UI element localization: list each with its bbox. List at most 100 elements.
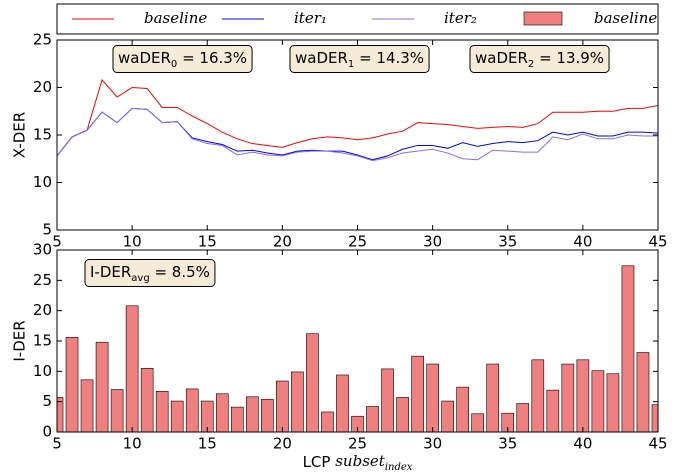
bar bbox=[441, 400, 454, 432]
annotation-rest: = 14.3% bbox=[354, 49, 424, 67]
annotation-rest: = 16.3% bbox=[177, 49, 247, 67]
bar bbox=[155, 391, 169, 432]
x-tick-label: 5 bbox=[52, 233, 62, 251]
annotation: waDER0 = 16.3% bbox=[118, 49, 247, 70]
annotation-bg bbox=[84, 259, 216, 287]
x-tick-label: 45 bbox=[648, 435, 667, 453]
y-tick-label: 10 bbox=[33, 362, 52, 380]
legend-box bbox=[56, 3, 659, 35]
bar bbox=[516, 403, 530, 432]
annotation-sub: 0 bbox=[171, 59, 177, 70]
y-axis-label: X-DER bbox=[11, 112, 29, 158]
bar bbox=[426, 363, 439, 432]
legend-label: baseline bbox=[594, 9, 657, 27]
y-tick-label: 0 bbox=[42, 423, 52, 441]
x-tick-label: 45 bbox=[648, 233, 667, 251]
bar bbox=[246, 396, 259, 432]
bar bbox=[336, 374, 349, 432]
annotation-box: I-DERavg = 8.5% bbox=[84, 259, 216, 287]
bar bbox=[381, 368, 394, 432]
bar bbox=[606, 373, 620, 432]
x-tick-label: 10 bbox=[123, 435, 142, 453]
bar bbox=[621, 265, 635, 432]
y-tick-label: 5 bbox=[42, 392, 52, 410]
x-tick-label: 25 bbox=[348, 435, 367, 453]
bar bbox=[321, 411, 334, 432]
y-tick-label: 30 bbox=[33, 241, 52, 259]
x-tick-label: 10 bbox=[123, 233, 142, 251]
bar bbox=[276, 380, 289, 432]
x-tick-label: 35 bbox=[498, 435, 517, 453]
bar bbox=[471, 413, 485, 432]
annotation-text: waDER bbox=[475, 49, 528, 67]
annotation-sub: 2 bbox=[528, 59, 534, 70]
bar bbox=[366, 406, 379, 432]
bar bbox=[95, 341, 109, 432]
bar bbox=[636, 352, 650, 432]
bar bbox=[185, 388, 199, 432]
x-tick-label: 15 bbox=[198, 233, 217, 251]
legend-label: iter₁ bbox=[294, 9, 327, 27]
y-tick-label: 15 bbox=[33, 126, 52, 144]
bar bbox=[531, 359, 545, 432]
y-axis-label: I-DER bbox=[11, 320, 29, 361]
bar bbox=[215, 393, 229, 432]
line-series bbox=[57, 107, 658, 162]
x-tick-label: 35 bbox=[498, 233, 517, 251]
annotation-var: subset bbox=[335, 452, 386, 470]
bar bbox=[140, 367, 154, 432]
y-tick-label: 5 bbox=[42, 221, 52, 239]
line-series bbox=[57, 107, 658, 161]
bar bbox=[80, 379, 94, 432]
annotation-bg bbox=[112, 45, 253, 73]
legend-swatch bbox=[523, 11, 563, 26]
annotation-sub: 1 bbox=[348, 59, 354, 70]
line-series bbox=[57, 78, 658, 157]
bar bbox=[576, 359, 590, 432]
bar bbox=[65, 337, 79, 432]
plot-0 bbox=[57, 78, 658, 162]
x-tick-label: 40 bbox=[573, 435, 592, 453]
annotation-bg bbox=[289, 45, 430, 73]
y-tick-label: 20 bbox=[33, 301, 52, 319]
bar bbox=[230, 406, 244, 432]
annotation-text: LCP bbox=[303, 453, 336, 471]
x-tick-label: 30 bbox=[423, 435, 442, 453]
annotation: LCP subsetindex bbox=[303, 452, 413, 473]
annotation-box: waDER1 = 14.3% bbox=[289, 45, 430, 73]
annotation-rest: = 8.5% bbox=[150, 263, 210, 281]
y-tick-label: 25 bbox=[33, 31, 52, 49]
annotation-sub: index bbox=[385, 462, 413, 473]
bar bbox=[486, 363, 500, 432]
bar bbox=[561, 363, 575, 432]
y-tick-label: 10 bbox=[33, 173, 52, 191]
annotation-text: waDER bbox=[295, 49, 348, 67]
x-tick-label: 20 bbox=[273, 233, 292, 251]
legend-label: baseline bbox=[144, 9, 207, 27]
bar bbox=[456, 386, 469, 432]
annotation-sub: avg bbox=[131, 273, 149, 284]
y-tick-label: 20 bbox=[33, 78, 52, 96]
bar bbox=[170, 400, 184, 432]
x-tick-label: 5 bbox=[52, 435, 62, 453]
annotation-box: waDER2 = 13.9% bbox=[469, 45, 610, 73]
bar bbox=[306, 333, 319, 432]
annotation-box: waDER0 = 16.3% bbox=[112, 45, 253, 73]
annotation: waDER1 = 14.3% bbox=[295, 49, 424, 70]
bar bbox=[591, 370, 605, 432]
annotation: I-DERavg = 8.5% bbox=[90, 263, 210, 284]
annotation: waDER2 = 13.9% bbox=[475, 49, 604, 70]
x-tick-label: 25 bbox=[348, 233, 367, 251]
bar bbox=[125, 305, 139, 432]
annotation-rest: = 13.9% bbox=[534, 49, 604, 67]
bar bbox=[546, 389, 560, 432]
legend-label: iter₂ bbox=[444, 9, 477, 27]
annotation-text: I-DER bbox=[90, 263, 131, 281]
bar bbox=[396, 397, 409, 432]
annotation-text: waDER bbox=[118, 49, 171, 67]
bar bbox=[261, 398, 274, 432]
x-tick-label: 20 bbox=[273, 435, 292, 453]
y-tick-label: 15 bbox=[33, 332, 52, 350]
plot-1 bbox=[57, 265, 658, 432]
